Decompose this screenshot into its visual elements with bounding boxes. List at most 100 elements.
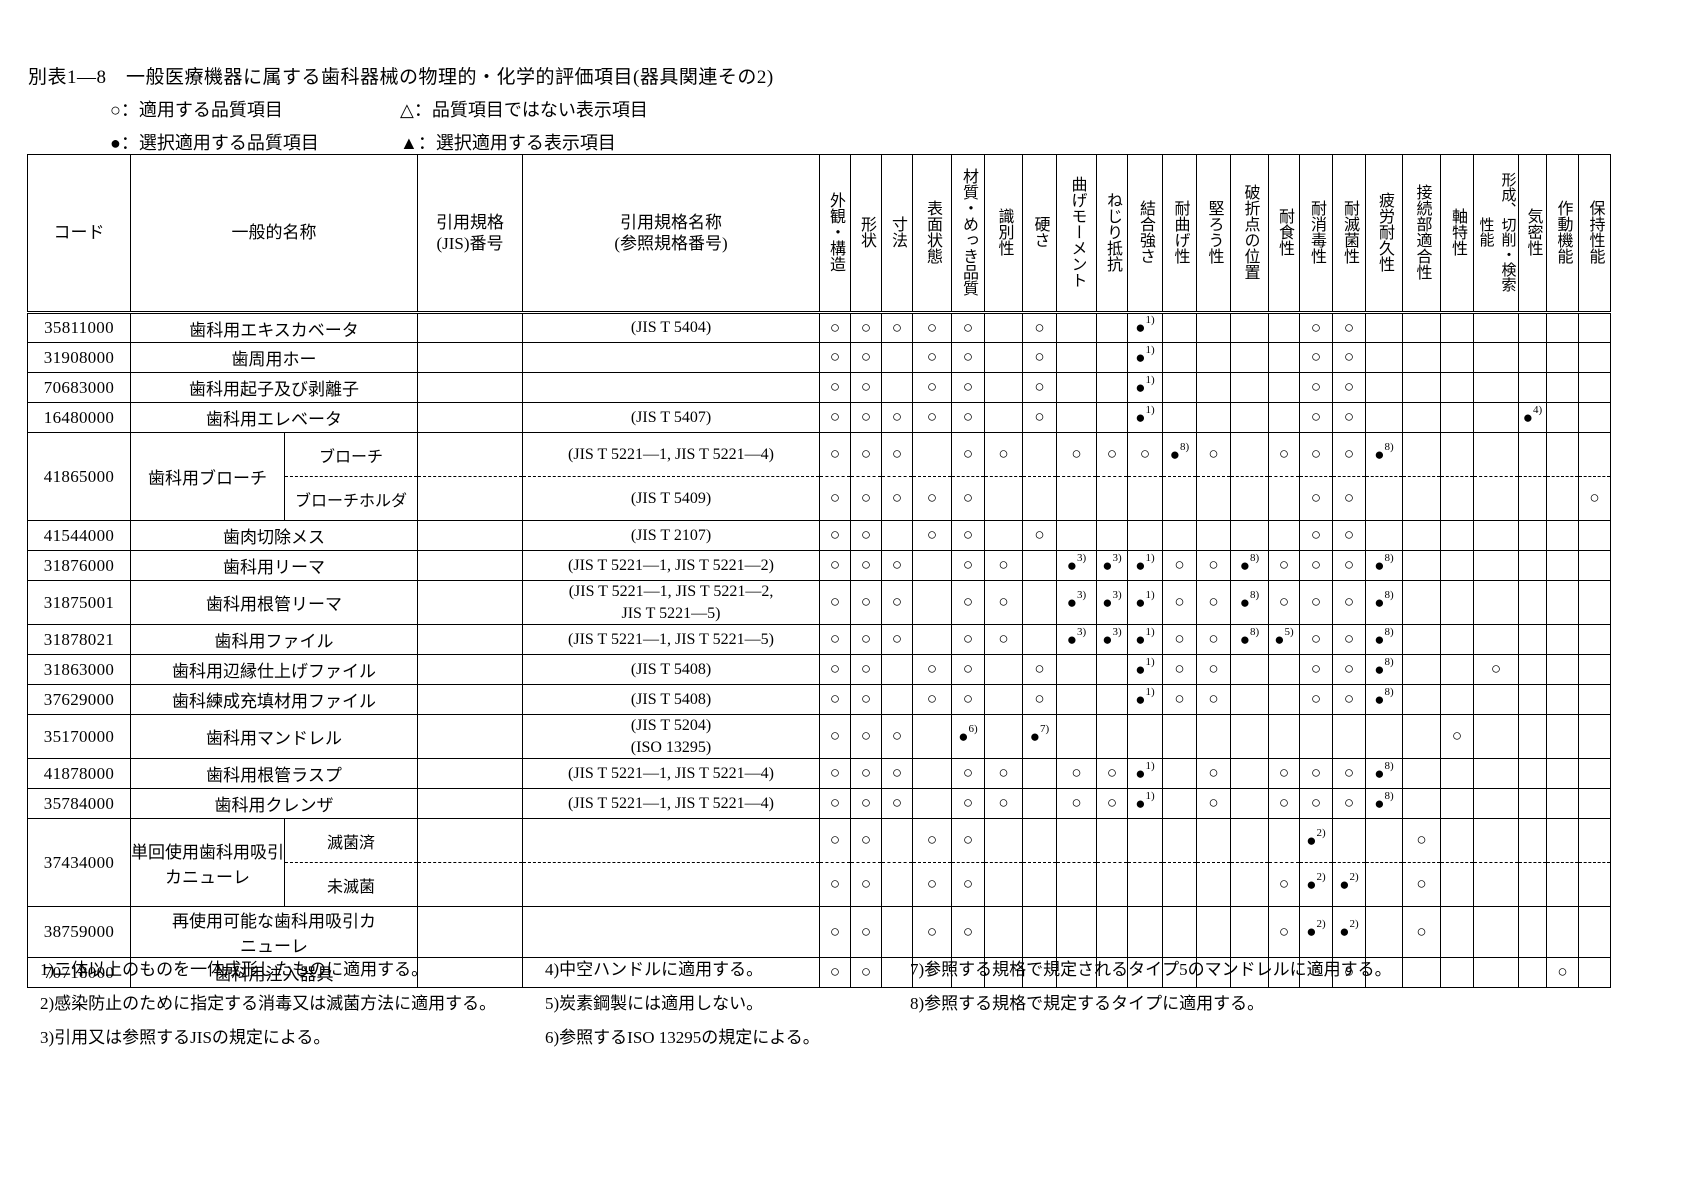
cell-mark [1578,758,1611,790]
cell-mark [1056,714,1097,760]
cell-mark: ●1) [1127,579,1163,626]
mark-footnote-ref: 6) [968,722,978,735]
legend-triangle-open: △：品質項目ではない表示項目 [400,100,648,120]
mark-footnote-ref: 1) [1145,789,1155,802]
cell-mark: ●8) [1365,654,1403,686]
mark-open-circle: ○ [962,921,974,941]
cell-mark: ○ [951,476,985,521]
cell-mark [1473,342,1519,373]
mark-open-circle: ○ [998,793,1009,813]
mark-open-circle: ○ [1208,659,1219,679]
cell-generic-name: 再使用可能な歯科用吸引カ ニューレ [130,906,418,959]
cell-mark [1546,476,1579,521]
cell-mark: ○ [1332,520,1366,551]
cell-mark: ○ [1268,788,1300,820]
table-row: 31878021 歯科用ファイル (JIS T 5221―1, JIS T 5221… [27,624,1611,656]
cell-mark [1096,372,1128,403]
cell-mark [1096,714,1128,760]
cell-jis-number [417,432,523,477]
mark-filled-circle: ● [1239,555,1251,575]
footnote-8: 8)参照する規格で規定するタイプに適用する。 [910,994,1265,1013]
cell-generic-name: 歯科用辺縁仕上げファイル [130,654,418,686]
cell-mark: ○ [819,550,851,581]
cell-mark [1096,654,1128,686]
cell-mark: ○ [819,476,851,521]
cell-code: 31876000 [27,550,131,581]
mark-open-circle: ○ [860,555,872,574]
cell-code: 37434000 [27,818,131,908]
cell-mark: ○ [984,758,1023,790]
cell-mark: ○ [881,402,913,433]
cell-mark [1230,862,1269,908]
footnote-4: 4)中空ハンドルに適用する。 [545,960,764,979]
cell-mark [1162,342,1197,373]
cell-mark: ○ [951,520,985,551]
cell-jis-number [417,714,523,760]
cell-code: 41865000 [27,432,131,521]
cell-mark [984,714,1023,760]
mark-open-circle: ○ [829,525,841,544]
header-generic-name: 一般的名称 [130,154,418,314]
cell-mark [1546,818,1579,864]
cell-mark [1473,906,1519,959]
cell-mark [1022,624,1057,656]
cell-mark [1578,432,1611,477]
cell-mark: ○ [881,579,913,626]
cell-mark: ○ [1332,654,1366,686]
mark-open-circle: ○ [926,659,938,679]
cell-mark: ○ [951,684,985,716]
mark-footnote-ref: 1) [1145,759,1155,772]
mark-filled-circle: ● [1029,726,1041,746]
mark-filled-circle: ● [1239,592,1251,612]
mark-open-circle: ○ [829,659,841,679]
header-col-13: 耐食性 [1268,154,1300,314]
cell-mark: ○ [819,818,851,864]
cell-mark: ○ [819,758,851,790]
cell-mark: ○ [1332,684,1366,716]
mark-filled-circle: ● [1374,555,1385,575]
cell-mark: ●1) [1127,342,1163,373]
cell-mark: ○ [951,624,985,656]
cell-generic-name: 歯科用根管リーマ [130,579,418,626]
mark-open-circle: ○ [926,921,938,941]
table-row: 16480000 歯科用エレベータ (JIS T 5407) ○ ○ ○ ○ ○ ○ ●1) … [27,402,1611,433]
mark-filled-circle: ● [1066,629,1078,649]
header-col-17: 接続部適合性 [1402,154,1441,314]
footnote-5: 5)炭素鋼製には適用しない。 [545,994,764,1013]
cell-mark [984,372,1023,403]
cell-mark: ○ [951,402,985,433]
cell-mark [1056,312,1097,343]
mark-open-circle: ○ [1416,921,1427,941]
cell-code: 35170000 [27,714,131,760]
mark-open-circle: ○ [1208,793,1219,813]
cell-mark [1268,684,1300,716]
cell-mark [1518,342,1547,373]
cell-mark [1196,476,1231,521]
mark-filled-circle: ● [1135,347,1146,367]
cell-mark [984,402,1023,433]
cell-mark [1230,432,1269,477]
cell-mark: ○ [984,550,1023,581]
mark-open-circle: ○ [891,726,903,746]
cell-mark [1268,342,1300,373]
cell-mark: ○ [1332,432,1366,477]
table-row: 70683000 歯科用起子及び剥離子 ○ ○ ○ ○ ○ ●1) ○ ○ [27,372,1611,403]
cell-mark [912,550,952,581]
cell-mark [1473,624,1519,656]
footnote-row: 3)引用又は参照するJISの規定による。 6)参照するISO 13295の規定に… [40,1023,1392,1048]
mark-footnote-ref: 2) [1316,918,1326,931]
mark-open-circle: ○ [829,377,841,396]
cell-standard-name-line1: (JIS T 5204) [630,717,712,735]
cell-mark [1578,550,1611,581]
mark-open-circle: ○ [860,377,872,396]
cell-mark: ○ [1196,432,1231,477]
cell-sub-name: 滅菌済 [284,818,418,864]
mark-open-circle: ○ [962,830,974,850]
mark-open-circle: ○ [1278,592,1290,612]
cell-mark [881,957,913,989]
cell-mark: ●2) [1299,906,1333,959]
footnote-2: 2)感染防止のために指定する消毒又は滅菌方法に適用する。 [40,994,497,1013]
legend-symbol-circle-filled: ● [110,133,121,153]
mark-open-circle: ○ [1071,793,1082,813]
cell-generic-name: 歯周用ホー [130,342,418,373]
